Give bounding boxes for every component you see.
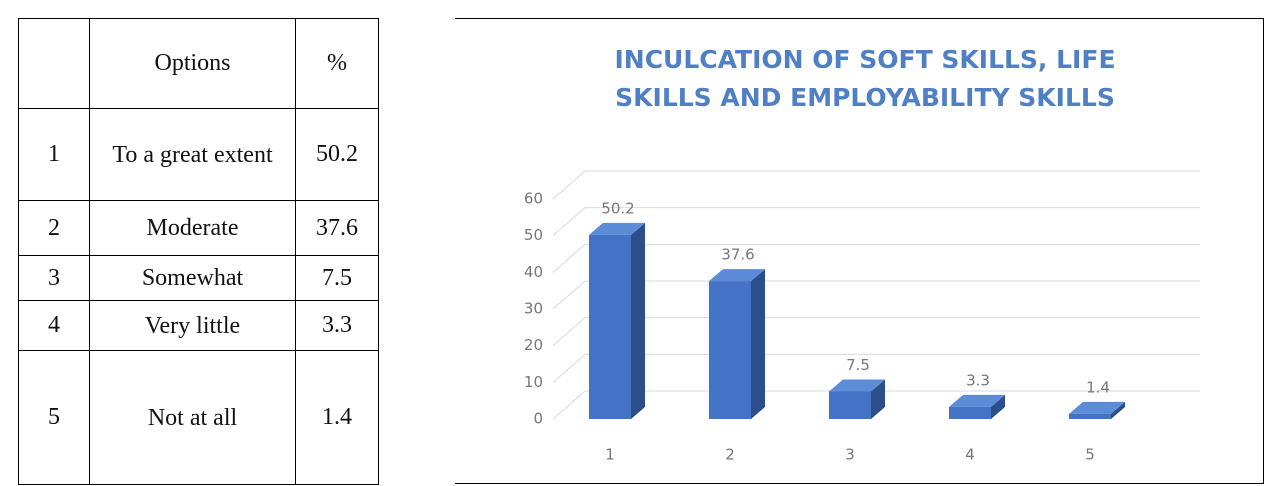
header-cell: [18, 18, 90, 109]
value-label: 3.3: [966, 371, 990, 389]
x-tick-label: 5: [1085, 446, 1095, 464]
table-cell: Somewhat: [89, 255, 296, 301]
data-table: Options % 1 To a great extent 50.2 2 Moderat…: [18, 18, 379, 485]
bar: [709, 281, 751, 419]
x-tick-label: 4: [965, 446, 975, 464]
table-cell: 50.2: [295, 108, 379, 201]
value-label: 7.5: [846, 356, 870, 374]
bar-top: [1069, 401, 1125, 414]
bar-side: [871, 379, 885, 419]
table-row: 2 Moderate 37.6: [18, 200, 379, 256]
bar-side: [1111, 401, 1125, 419]
table-row: 3 Somewhat 7.5: [18, 255, 379, 301]
chart-title: INCULCATION OF SOFT SKILLS, LIFE SKILLS …: [614, 45, 1116, 112]
y-tick-label: 50: [524, 226, 543, 244]
bar: [1069, 413, 1111, 419]
y-tick-label: 60: [524, 190, 543, 208]
bar: [949, 406, 991, 419]
grid-line: [552, 170, 586, 200]
table-cell: 5: [18, 350, 90, 485]
value-label: 1.4: [1086, 378, 1110, 396]
table-cell: 2: [18, 200, 90, 256]
bar-top: [709, 269, 765, 282]
bar-side: [631, 222, 645, 419]
table-cell: 7.5: [295, 255, 379, 301]
y-tick-label: 30: [524, 300, 543, 318]
table-cell: 1: [18, 108, 90, 201]
table-row: 1 To a great extent 50.2: [18, 108, 379, 201]
bar: [589, 234, 631, 419]
table-cell: 37.6: [295, 200, 379, 256]
grid-line: [552, 390, 586, 420]
grid-line: [552, 243, 586, 273]
y-tick-label: 40: [524, 263, 543, 281]
y-tick-label: 20: [524, 336, 543, 354]
grid-line: [552, 280, 586, 310]
x-tick-label: 2: [725, 446, 735, 464]
x-tick-label: 1: [605, 446, 615, 464]
bar-side: [751, 269, 765, 419]
table-cell: 3.3: [295, 300, 379, 351]
value-label: 37.6: [721, 246, 754, 264]
grid-line: [552, 353, 586, 383]
x-tick-label: 3: [845, 446, 855, 464]
table-cell: 1.4: [295, 350, 379, 485]
bar-side: [991, 394, 1005, 419]
table-cell: 4: [18, 300, 90, 351]
header-cell: %: [295, 18, 379, 109]
grid-line: [552, 207, 586, 237]
table-cell: Not at all: [89, 350, 296, 485]
table-cell: To a great extent: [89, 108, 296, 201]
y-tick-label: 10: [524, 373, 543, 391]
bar-top: [589, 222, 645, 235]
table-row: 5 Not at all 1.4: [18, 350, 379, 485]
chart: 0 10 20 30 40 50 60 1 50.2 2 37.6 3 7.5 4 3.3 5 1.4: [524, 170, 1200, 464]
header-row: Options %: [18, 18, 379, 109]
table-cell: 3: [18, 255, 90, 301]
bar-top: [949, 394, 1005, 407]
table-cell: Very little: [89, 300, 296, 351]
grid-line: [552, 317, 586, 347]
chart-cell: 0 10 20 30 40 50 60 1 50.2 2 37.6 3 7.5 4 3.3 5 1.4 INCU…: [455, 18, 1264, 484]
table-cell: Moderate: [89, 200, 296, 256]
bar-top: [829, 379, 885, 392]
table-row: 4 Very little 3.3: [18, 300, 379, 351]
bar: [829, 391, 871, 419]
y-tick-label: 0: [533, 410, 543, 428]
header-cell: Options: [89, 18, 296, 109]
value-label: 50.2: [601, 199, 634, 217]
